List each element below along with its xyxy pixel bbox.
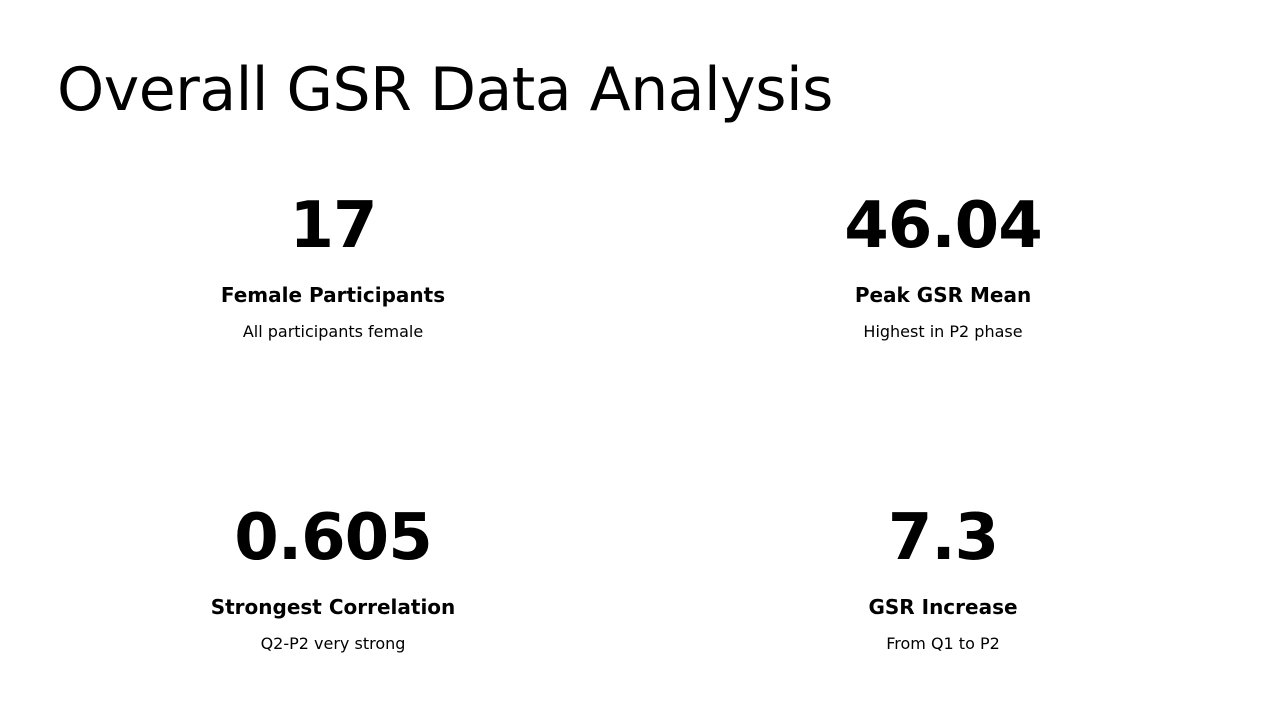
stat-female-participants: 17 Female Participants All participants … <box>73 188 593 342</box>
stat-label: Female Participants <box>220 283 446 307</box>
stat-gsr-increase: 7.3 GSR Increase From Q1 to P2 <box>683 500 1203 654</box>
stat-label: GSR Increase <box>868 595 1018 619</box>
stat-value: 46.04 <box>844 189 1042 263</box>
page-title: Overall GSR Data Analysis <box>57 55 833 125</box>
stat-description: All participants female <box>242 322 424 341</box>
stat-value: 7.3 <box>887 501 999 575</box>
stat-description: From Q1 to P2 <box>886 634 1000 653</box>
stat-strongest-correlation: 0.605 Strongest Correlation Q2-P2 very s… <box>73 500 593 654</box>
stat-label: Strongest Correlation <box>210 595 456 619</box>
stat-value: 17 <box>289 189 377 263</box>
stat-peak-gsr-mean: 46.04 Peak GSR Mean Highest in P2 phase <box>683 188 1203 342</box>
stat-label: Peak GSR Mean <box>854 283 1032 307</box>
stat-value: 0.605 <box>234 501 432 575</box>
stat-description: Q2-P2 very strong <box>260 634 406 653</box>
stat-description: Highest in P2 phase <box>863 322 1023 341</box>
